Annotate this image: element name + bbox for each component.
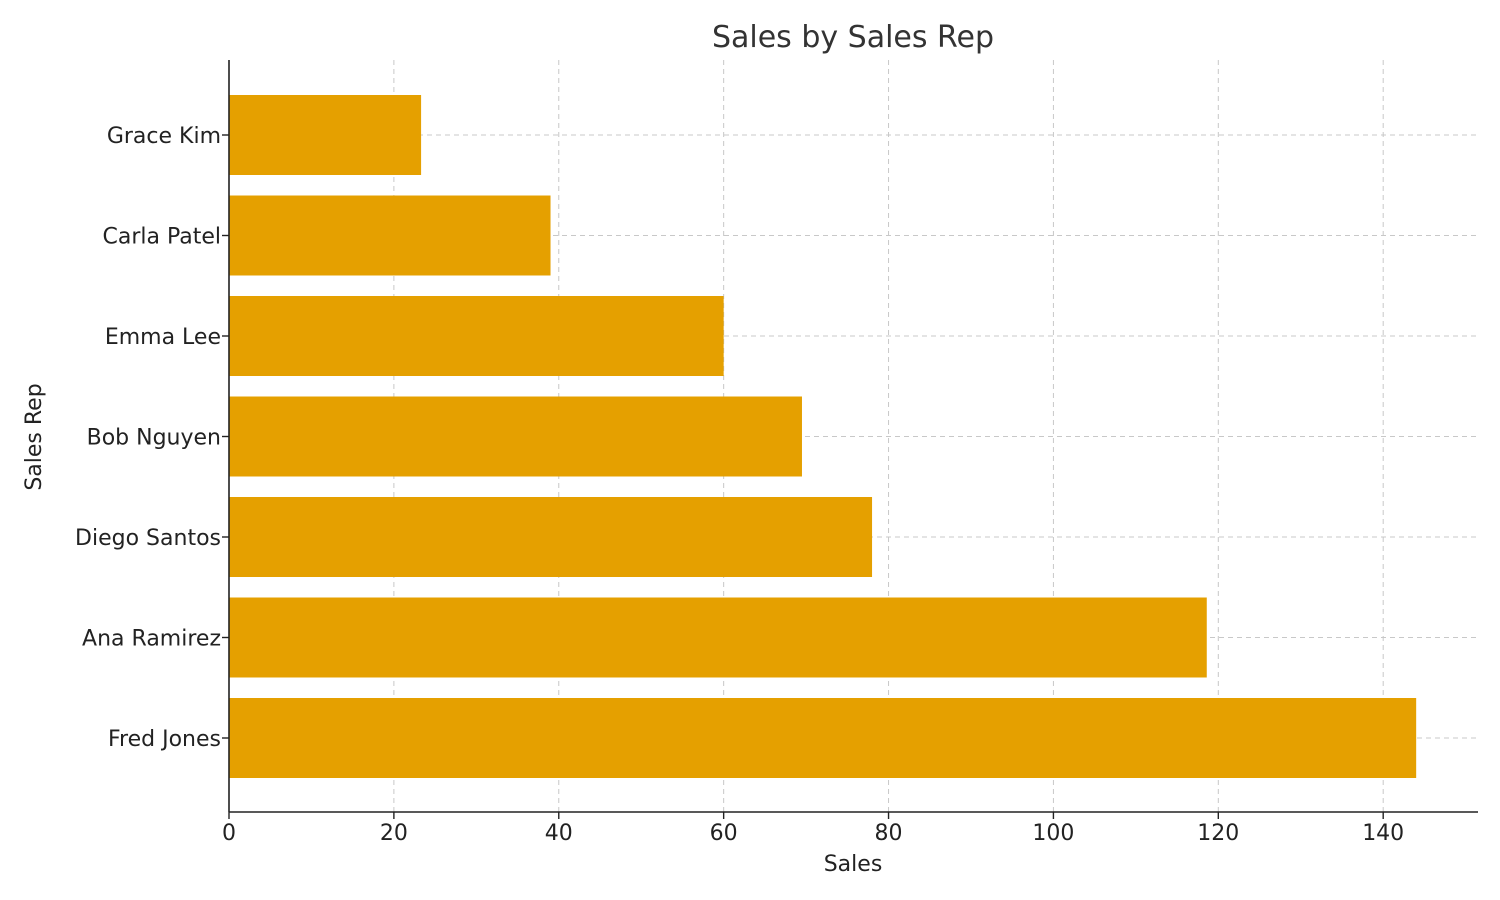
tick-layer: 0 20 40 60 80 100 120 140 Fred Jones Ana Ramirez D… [75,124,1404,846]
y-tick-label: Emma Lee [105,325,221,350]
x-axis-label: Sales [824,852,883,877]
x-tick-label: 140 [1362,821,1404,846]
y-tick-label: Fred Jones [108,727,221,752]
bar-ana-ramirez [229,597,1207,678]
y-axis-label: Sales Rep [22,383,47,490]
x-tick-label: 80 [875,821,903,846]
bar-diego-santos [229,497,873,577]
x-tick-label: 100 [1032,821,1074,846]
bar-bob-nguyen [229,396,802,477]
y-tick-label: Diego Santos [75,526,221,551]
y-tick-label: Ana Ramirez [82,627,221,652]
bar-carla-patel [229,195,551,276]
bar-emma-lee [229,296,724,376]
y-tick-label: Bob Nguyen [87,426,221,451]
bar-fred-jones [229,698,1417,778]
x-tick-label: 120 [1197,821,1239,846]
x-tick-label: 40 [545,821,573,846]
x-tick-label: 20 [380,821,408,846]
x-tick-label: 60 [710,821,738,846]
bar-layer [229,95,1417,778]
y-tick-label: Carla Patel [102,225,221,250]
y-tick-label: Grace Kim [107,124,221,149]
x-tick-label: 0 [222,821,236,846]
bar-grace-kim [229,95,422,175]
chart-title: Sales by Sales Rep [712,20,994,55]
